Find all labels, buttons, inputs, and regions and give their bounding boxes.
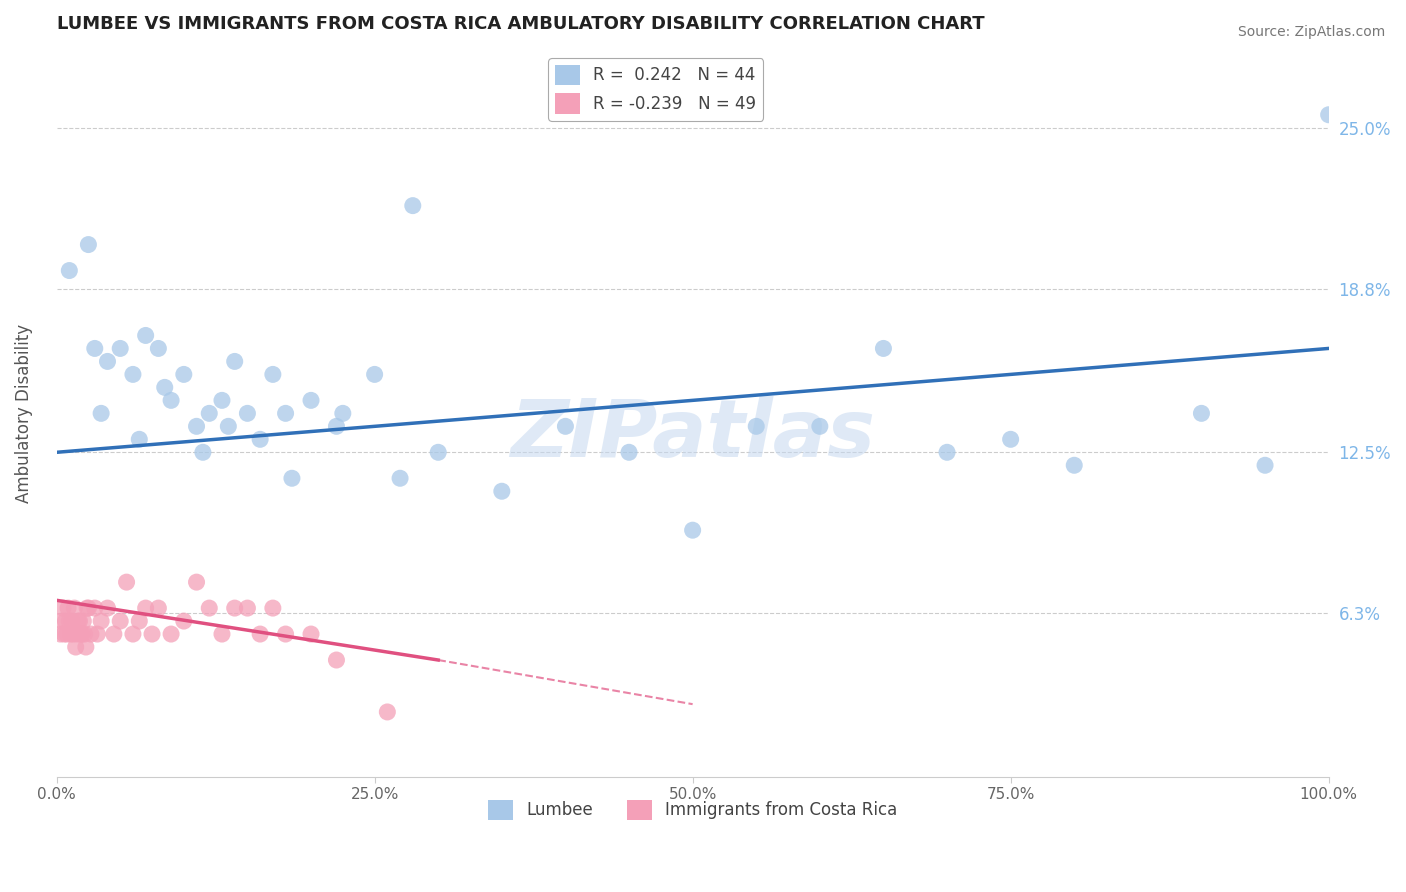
- Point: [52, 601, 75, 615]
- Y-axis label: Ambulatory Disability: Ambulatory Disability: [15, 324, 32, 503]
- Point: [186, 575, 208, 590]
- Point: [191, 445, 214, 459]
- Point: [224, 601, 246, 615]
- Point: [332, 406, 354, 420]
- Point: [236, 406, 259, 420]
- Point: [936, 445, 959, 459]
- Point: [325, 419, 347, 434]
- Point: [274, 627, 297, 641]
- Point: [96, 354, 118, 368]
- Point: [249, 433, 271, 447]
- Point: [148, 342, 170, 356]
- Point: [402, 199, 425, 213]
- Point: [77, 601, 100, 615]
- Point: [173, 368, 195, 382]
- Point: [274, 406, 297, 420]
- Point: [389, 471, 412, 485]
- Text: ZIPatlas: ZIPatlas: [510, 396, 875, 475]
- Point: [808, 419, 831, 434]
- Point: [1317, 108, 1340, 122]
- Point: [90, 406, 112, 420]
- Point: [325, 653, 347, 667]
- Point: [90, 614, 112, 628]
- Point: [72, 614, 94, 628]
- Point: [554, 419, 576, 434]
- Point: [427, 445, 450, 459]
- Point: [122, 368, 145, 382]
- Point: [96, 601, 118, 615]
- Point: [217, 419, 239, 434]
- Point: [299, 393, 322, 408]
- Point: [110, 614, 132, 628]
- Point: [198, 406, 221, 420]
- Point: [141, 627, 163, 641]
- Point: [75, 640, 97, 654]
- Point: [83, 601, 105, 615]
- Point: [299, 627, 322, 641]
- Point: [262, 601, 284, 615]
- Point: [198, 601, 221, 615]
- Point: [122, 627, 145, 641]
- Text: LUMBEE VS IMMIGRANTS FROM COSTA RICA AMBULATORY DISABILITY CORRELATION CHART: LUMBEE VS IMMIGRANTS FROM COSTA RICA AMB…: [56, 15, 984, 33]
- Point: [491, 484, 513, 499]
- Point: [173, 614, 195, 628]
- Point: [103, 627, 125, 641]
- Point: [59, 627, 82, 641]
- Point: [86, 627, 108, 641]
- Point: [1191, 406, 1213, 420]
- Point: [135, 601, 157, 615]
- Point: [70, 627, 93, 641]
- Point: [186, 419, 208, 434]
- Point: [281, 471, 304, 485]
- Point: [83, 342, 105, 356]
- Point: [153, 380, 176, 394]
- Point: [682, 523, 704, 537]
- Point: [115, 575, 138, 590]
- Point: [49, 627, 72, 641]
- Point: [224, 354, 246, 368]
- Point: [67, 614, 90, 628]
- Point: [60, 614, 83, 628]
- Point: [363, 368, 385, 382]
- Point: [56, 601, 79, 615]
- Point: [62, 627, 84, 641]
- Point: [128, 614, 150, 628]
- Point: [56, 627, 79, 641]
- Point: [77, 237, 100, 252]
- Point: [1000, 433, 1022, 447]
- Point: [58, 614, 80, 628]
- Legend: Lumbee, Immigrants from Costa Rica: Lumbee, Immigrants from Costa Rica: [481, 793, 904, 827]
- Point: [249, 627, 271, 641]
- Point: [66, 627, 89, 641]
- Point: [110, 342, 132, 356]
- Point: [1063, 458, 1085, 473]
- Text: Source: ZipAtlas.com: Source: ZipAtlas.com: [1237, 25, 1385, 39]
- Point: [745, 419, 768, 434]
- Point: [148, 601, 170, 615]
- Point: [211, 393, 233, 408]
- Point: [135, 328, 157, 343]
- Point: [160, 393, 183, 408]
- Point: [1254, 458, 1277, 473]
- Point: [872, 342, 894, 356]
- Point: [73, 627, 96, 641]
- Point: [617, 445, 640, 459]
- Point: [65, 640, 87, 654]
- Point: [76, 601, 98, 615]
- Point: [53, 627, 76, 641]
- Point: [160, 627, 183, 641]
- Point: [80, 627, 103, 641]
- Point: [236, 601, 259, 615]
- Point: [63, 601, 86, 615]
- Point: [262, 368, 284, 382]
- Point: [375, 705, 398, 719]
- Point: [128, 433, 150, 447]
- Point: [69, 614, 91, 628]
- Point: [51, 614, 73, 628]
- Point: [211, 627, 233, 641]
- Point: [69, 627, 91, 641]
- Point: [55, 614, 77, 628]
- Point: [58, 263, 80, 277]
